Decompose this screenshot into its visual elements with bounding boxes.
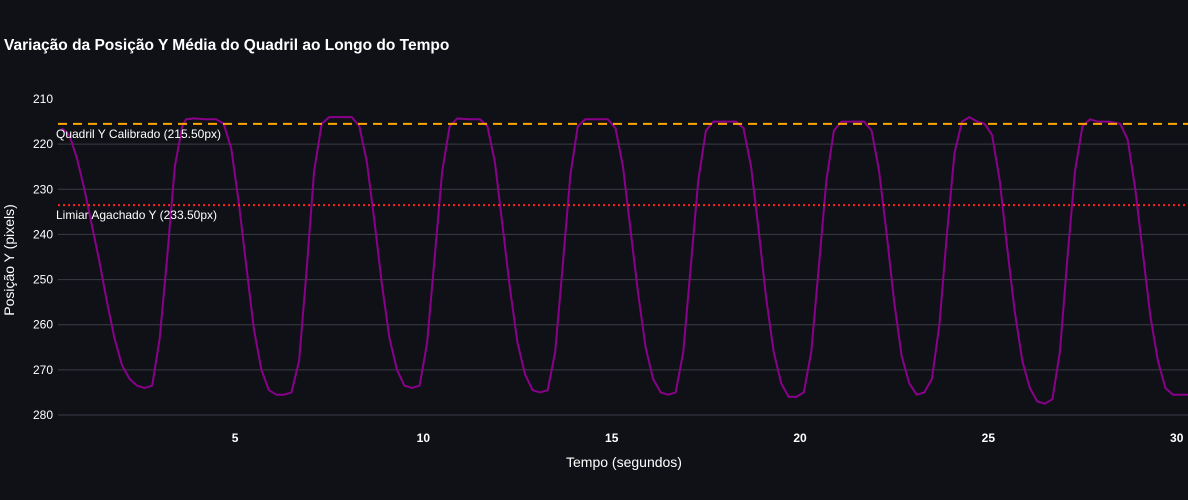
y-tick-label: 280 xyxy=(33,408,53,422)
x-tick-label: 15 xyxy=(605,431,619,445)
y-tick-label: 260 xyxy=(33,318,53,332)
reference-lines: Quadril Y Calibrado (215.50px) Limiar Aga… xyxy=(56,124,1188,222)
y-tick-label: 220 xyxy=(33,137,53,151)
x-tick-label: 25 xyxy=(982,431,996,445)
y-tick-label: 230 xyxy=(33,182,53,196)
x-axis-ticks: 5 10 15 20 25 30 xyxy=(232,431,1184,445)
series-line xyxy=(62,117,1188,404)
chart-title: Variação da Posição Y Média do Quadril a… xyxy=(4,37,449,54)
reference-line-label: Limiar Agachado Y (233.50px) xyxy=(56,208,217,222)
y-axis-label: Posição Y (pixels) xyxy=(1,204,17,316)
y-axis-ticks: 210 220 230 240 250 260 270 280 xyxy=(33,92,53,422)
y-tick-label: 250 xyxy=(33,273,53,287)
reference-line-label: Quadril Y Calibrado (215.50px) xyxy=(56,127,221,141)
y-tick-label: 210 xyxy=(33,92,53,106)
grid-lines xyxy=(58,144,1188,415)
series-layer xyxy=(62,117,1188,404)
x-tick-label: 30 xyxy=(1170,431,1184,445)
y-tick-label: 240 xyxy=(33,227,53,241)
x-axis-label: Tempo (segundos) xyxy=(566,454,682,470)
x-tick-label: 20 xyxy=(793,431,807,445)
y-tick-label: 270 xyxy=(33,363,53,377)
x-tick-label: 5 xyxy=(232,431,239,445)
x-tick-label: 10 xyxy=(417,431,431,445)
